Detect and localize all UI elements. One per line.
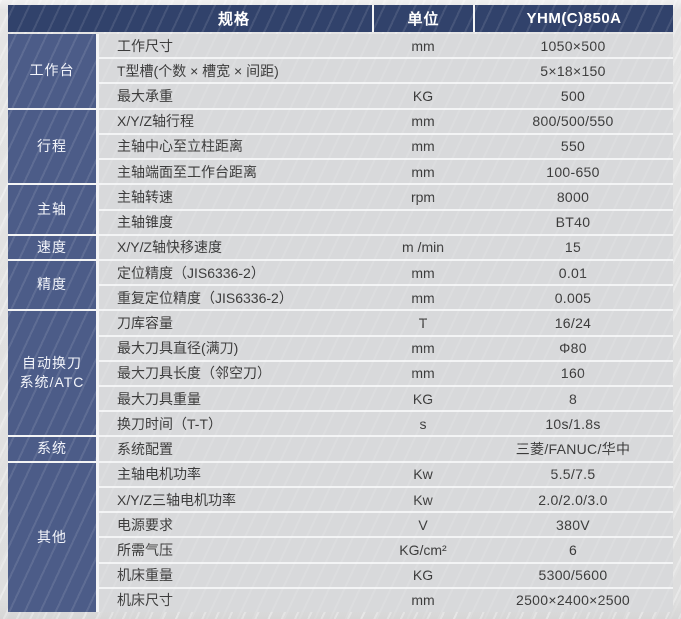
value-cell: 800/500/550 — [473, 109, 673, 133]
spec-cell: 电源要求 — [96, 513, 373, 537]
table-header-row: 规格 单位 YHM(C)850A — [8, 5, 673, 32]
unit-cell: mm — [373, 109, 473, 133]
value-cell: 15 — [473, 235, 673, 259]
unit-cell: mm — [373, 260, 473, 285]
unit-cell: KG — [373, 563, 473, 587]
spec-cell: 刀库容量 — [96, 311, 373, 335]
value-cell: 10s/1.8s — [473, 412, 673, 436]
value-cell: 500 — [473, 84, 673, 108]
spec-cell: 主轴中心至立柱距离 — [96, 134, 373, 159]
unit-cell: V — [373, 513, 473, 537]
unit-cell: KG/cm² — [373, 538, 473, 562]
spec-cell: X/Y/Z轴行程 — [96, 109, 373, 133]
spec-cell: 最大承重 — [96, 84, 373, 108]
header-category-spacer — [8, 5, 96, 32]
spec-cell: 机床尺寸 — [96, 588, 373, 612]
spec-cell: 工作尺寸 — [96, 34, 373, 58]
value-cell: BT40 — [473, 210, 673, 234]
value-cell: 0.005 — [473, 286, 673, 310]
value-cell: 8 — [473, 387, 673, 411]
category-cell: 行程 — [8, 109, 96, 184]
header-divider — [372, 5, 374, 32]
value-cell: 100-650 — [473, 160, 673, 184]
spec-cell: 定位精度（JIS6336-2） — [96, 260, 373, 285]
category-cell: 其他 — [8, 462, 96, 612]
unit-cell: mm — [373, 286, 473, 310]
header-spec-label: 规格 — [217, 11, 250, 28]
spec-cell: 换刀时间（T-T） — [96, 412, 373, 436]
value-cell: 8000 — [473, 185, 673, 209]
value-cell: 550 — [473, 134, 673, 159]
spec-cell: 主轴电机功率 — [96, 462, 373, 486]
spec-cell: 系统配置 — [96, 437, 373, 461]
unit-cell: mm — [373, 336, 473, 360]
unit-cell: mm — [373, 588, 473, 612]
value-cell: 380V — [473, 513, 673, 537]
spec-cell: 最大刀具长度（邻空刀） — [96, 361, 373, 386]
category-cell: 速度 — [8, 235, 96, 259]
category-cell: 精度 — [8, 260, 96, 310]
unit-cell: mm — [373, 160, 473, 184]
spec-cell: 机床重量 — [96, 563, 373, 587]
value-cell: 三菱/FANUC/华中 — [473, 437, 673, 461]
spec-cell: 重复定位精度（JIS6336-2） — [96, 286, 373, 310]
spec-cell: X/Y/Z轴快移速度 — [96, 235, 373, 259]
unit-cell — [373, 210, 473, 234]
unit-cell: m /min — [373, 235, 473, 259]
value-cell: 5300/5600 — [473, 563, 673, 587]
spec-cell: 主轴锥度 — [96, 210, 373, 234]
unit-cell: Kw — [373, 487, 473, 512]
spec-cell: X/Y/Z三轴电机功率 — [96, 487, 373, 512]
value-cell: 5.5/7.5 — [473, 462, 673, 486]
category-cell: 自动换刀 系统/ATC — [8, 311, 96, 436]
unit-cell: T — [373, 311, 473, 335]
value-cell: 2.0/2.0/3.0 — [473, 487, 673, 512]
unit-cell: KG — [373, 84, 473, 108]
header-divider — [473, 5, 475, 32]
spec-cell: T型槽(个数 × 槽宽 × 间距) — [96, 59, 373, 83]
spec-cell: 所需气压 — [96, 538, 373, 562]
unit-cell: rpm — [373, 185, 473, 209]
category-cell: 工作台 — [8, 34, 96, 108]
value-cell: 5×18×150 — [473, 59, 673, 83]
spec-cell: 最大刀具重量 — [96, 387, 373, 411]
value-cell: 0.01 — [473, 260, 673, 285]
unit-cell: s — [373, 412, 473, 436]
spec-cell: 最大刀具直径(满刀) — [96, 336, 373, 360]
unit-cell: mm — [373, 34, 473, 58]
value-cell: 1050×500 — [473, 34, 673, 58]
unit-cell: mm — [373, 134, 473, 159]
unit-cell — [373, 59, 473, 83]
value-cell: 6 — [473, 538, 673, 562]
category-cell: 主轴 — [8, 185, 96, 234]
spec-table-body: 工作台 工作尺寸 mm 1050×500 T型槽(个数 × 槽宽 × 间距) 5×18×1… — [8, 34, 673, 612]
value-cell: 160 — [473, 361, 673, 386]
header-model-label: YHM(C)850A — [526, 10, 622, 27]
value-cell: 16/24 — [473, 311, 673, 335]
spec-cell: 主轴端面至工作台距离 — [96, 160, 373, 184]
unit-cell: mm — [373, 361, 473, 386]
value-cell: Φ80 — [473, 336, 673, 360]
unit-cell: Kw — [373, 462, 473, 486]
spec-cell: 主轴转速 — [96, 185, 373, 209]
value-cell: 2500×2400×2500 — [473, 588, 673, 612]
unit-cell — [373, 437, 473, 461]
header-unit-label: 单位 — [407, 11, 440, 28]
unit-cell: KG — [373, 387, 473, 411]
category-cell: 系统 — [8, 437, 96, 461]
